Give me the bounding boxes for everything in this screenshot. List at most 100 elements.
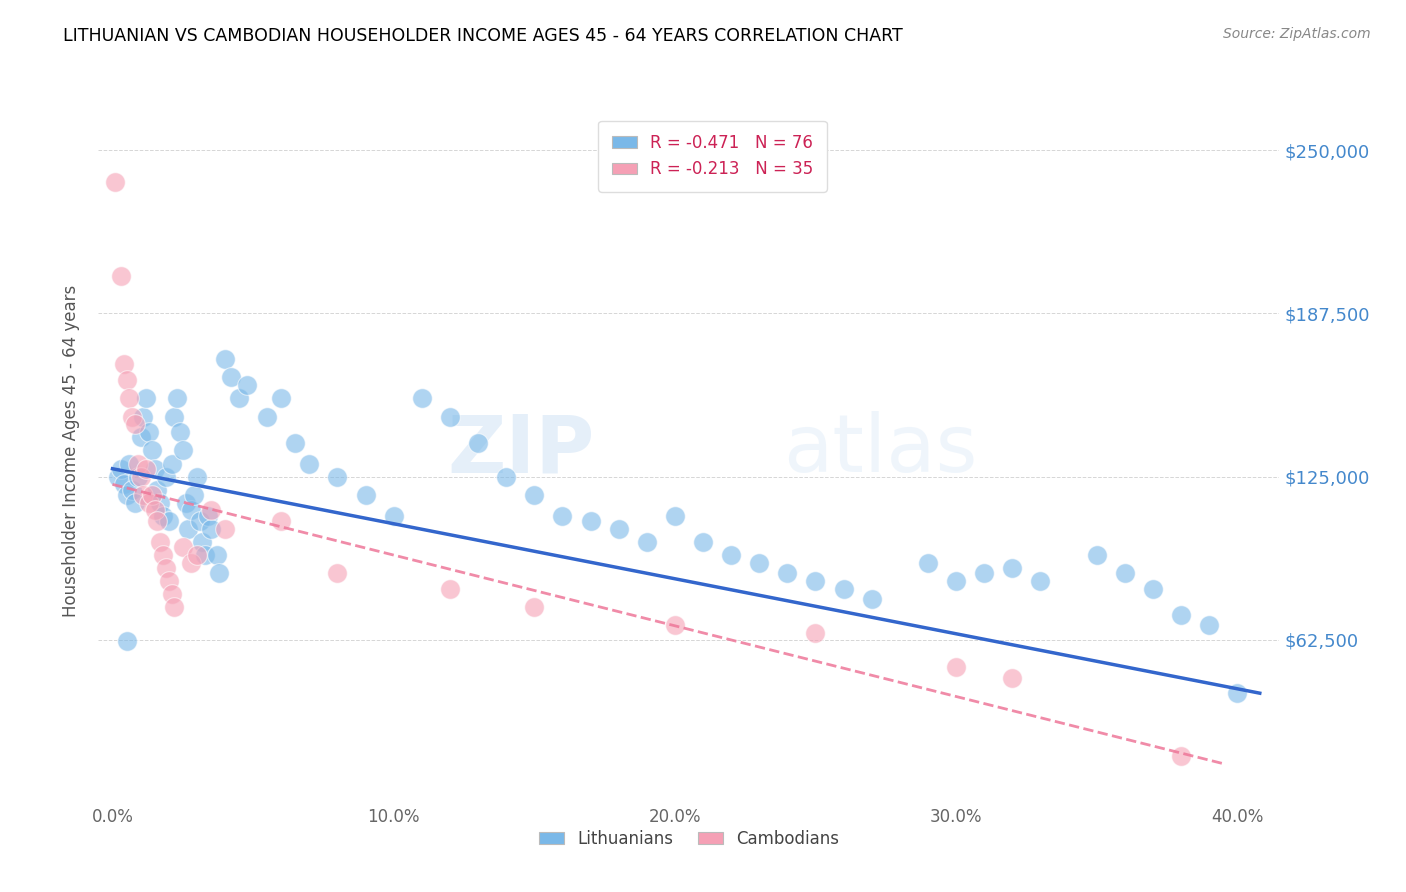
Point [112, 357, 135, 371]
Point [138, 425, 160, 440]
Point [118, 457, 141, 471]
Point [155, 561, 177, 575]
Point [197, 508, 219, 523]
Point [1142, 582, 1164, 596]
Point [135, 461, 157, 475]
Point [132, 488, 155, 502]
Point [124, 417, 146, 432]
Point [174, 496, 197, 510]
Point [155, 469, 177, 483]
Point [382, 508, 405, 523]
Point [636, 534, 658, 549]
Point [256, 409, 278, 424]
Point [917, 556, 939, 570]
Point [1001, 671, 1024, 685]
Point [1170, 607, 1192, 622]
Point [118, 391, 141, 405]
Point [194, 548, 217, 562]
Point [1170, 748, 1192, 763]
Point [945, 660, 967, 674]
Point [523, 600, 546, 615]
Point [1226, 686, 1249, 700]
Point [200, 522, 222, 536]
Point [208, 566, 231, 581]
Point [183, 488, 205, 502]
Point [157, 514, 180, 528]
Point [186, 548, 208, 562]
Point [804, 626, 827, 640]
Point [110, 461, 132, 475]
Point [284, 435, 307, 450]
Point [270, 514, 292, 528]
Point [143, 461, 166, 475]
Point [205, 548, 228, 562]
Point [607, 522, 630, 536]
Point [439, 582, 461, 596]
Point [141, 488, 163, 502]
Point [467, 435, 489, 450]
Point [115, 634, 138, 648]
Point [186, 469, 208, 483]
Point [143, 503, 166, 517]
Point [748, 556, 770, 570]
Point [200, 503, 222, 517]
Point [157, 574, 180, 588]
Point [163, 409, 186, 424]
Point [180, 503, 202, 517]
Point [228, 391, 250, 405]
Point [664, 508, 686, 523]
Text: ZIP: ZIP [447, 411, 595, 490]
Point [152, 508, 174, 523]
Point [776, 566, 799, 581]
Point [152, 548, 174, 562]
Point [104, 175, 127, 189]
Point [149, 496, 172, 510]
Text: atlas: atlas [783, 411, 977, 490]
Point [411, 391, 433, 405]
Point [127, 469, 149, 483]
Point [219, 370, 242, 384]
Point [495, 469, 517, 483]
Point [172, 443, 194, 458]
Point [1114, 566, 1136, 581]
Point [172, 540, 194, 554]
Point [163, 600, 186, 615]
Point [270, 391, 292, 405]
Point [177, 522, 200, 536]
Text: LITHUANIAN VS CAMBODIAN HOUSEHOLDER INCOME AGES 45 - 64 YEARS CORRELATION CHART: LITHUANIAN VS CAMBODIAN HOUSEHOLDER INCO… [63, 27, 903, 45]
Point [804, 574, 827, 588]
Y-axis label: Householder Income Ages 45 - 64 years: Householder Income Ages 45 - 64 years [62, 285, 80, 616]
Point [138, 496, 160, 510]
Point [326, 469, 349, 483]
Point [129, 469, 152, 483]
Point [832, 582, 855, 596]
Point [132, 409, 155, 424]
Point [973, 566, 995, 581]
Point [115, 488, 138, 502]
Legend: Lithuanians, Cambodians: Lithuanians, Cambodians [531, 823, 846, 855]
Point [692, 534, 714, 549]
Point [169, 425, 191, 440]
Point [664, 618, 686, 632]
Point [214, 352, 236, 367]
Point [129, 430, 152, 444]
Point [188, 514, 211, 528]
Point [326, 566, 349, 581]
Point [121, 483, 143, 497]
Point [214, 522, 236, 536]
Point [1085, 548, 1108, 562]
Point [124, 496, 146, 510]
Point [1001, 561, 1024, 575]
Text: Source: ZipAtlas.com: Source: ZipAtlas.com [1223, 27, 1371, 41]
Point [146, 514, 169, 528]
Point [191, 534, 214, 549]
Point [146, 483, 169, 497]
Point [579, 514, 602, 528]
Point [149, 534, 172, 549]
Point [1029, 574, 1052, 588]
Point [160, 587, 183, 601]
Point [354, 488, 377, 502]
Point [160, 457, 183, 471]
Point [121, 409, 143, 424]
Point [523, 488, 546, 502]
